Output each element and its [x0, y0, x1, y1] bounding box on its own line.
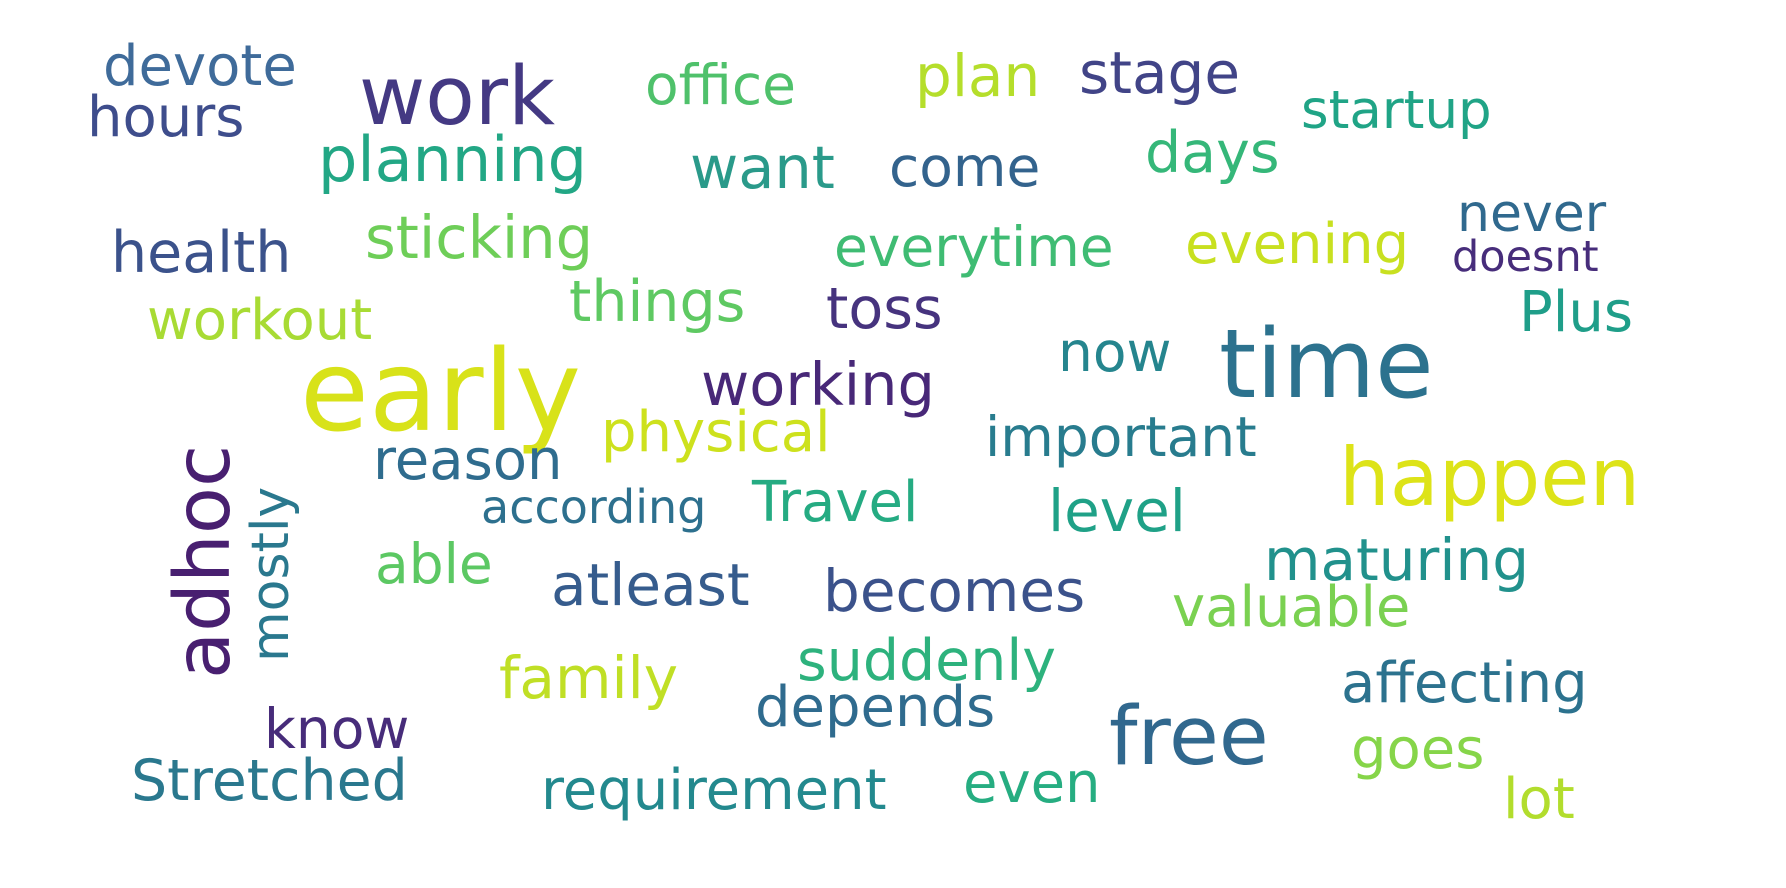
word-reason: reason [373, 428, 563, 493]
word-days: days [1145, 120, 1280, 186]
word-startup: startup [1301, 80, 1492, 141]
word-mostly: mostly [241, 486, 301, 662]
word-health: health [111, 220, 292, 286]
word-now: now [1058, 320, 1172, 384]
word-time: time [1219, 310, 1434, 420]
word-depends: depends [755, 675, 996, 740]
word-never: never [1457, 184, 1607, 244]
word-goes: goes [1351, 717, 1485, 782]
word-want: want [690, 133, 835, 202]
word-important: important [985, 405, 1257, 469]
word-plan: plan [915, 42, 1041, 110]
word-everytime: everytime [834, 215, 1114, 279]
word-know: know [264, 697, 410, 761]
word-according: according [481, 480, 707, 534]
word-early: early [300, 327, 581, 457]
word-devote: devote [103, 34, 297, 99]
word-atleast: atleast [551, 551, 750, 619]
word-able: able [375, 532, 493, 596]
word-hours: hours [87, 85, 245, 150]
word-stage: stage [1079, 39, 1241, 107]
word-suddenly: suddenly [797, 628, 1056, 694]
word-even: even [963, 751, 1101, 816]
word-planning: planning [318, 123, 588, 196]
word-maturing: maturing [1264, 526, 1530, 594]
word-physical: physical [601, 400, 831, 465]
word-travel: Travel [752, 470, 919, 535]
word-office: office [645, 53, 796, 117]
word-sticking: sticking [365, 203, 594, 272]
word-toss: toss [826, 276, 943, 342]
word-requirement: requirement [541, 758, 887, 823]
word-workout: workout [147, 288, 373, 353]
word-valuable: valuable [1172, 575, 1411, 640]
word-working: working [701, 350, 936, 419]
word-stretched: Stretched [131, 748, 408, 814]
word-affecting: affecting [1341, 651, 1588, 716]
word-happen: happen [1339, 431, 1641, 524]
word-becomes: becomes [823, 557, 1086, 625]
word-come: come [889, 135, 1041, 199]
word-family: family [499, 644, 679, 712]
word-work: work [359, 50, 556, 144]
word-evening: evening [1185, 212, 1410, 277]
word-plus: Plus [1519, 280, 1633, 345]
word-level: level [1048, 477, 1186, 545]
word-lot: lot [1503, 767, 1575, 832]
word-free: free [1109, 690, 1269, 784]
word-things: things [569, 269, 746, 335]
word-adhoc: adhoc [159, 444, 248, 679]
word-doesnt: doesnt [1452, 232, 1599, 282]
